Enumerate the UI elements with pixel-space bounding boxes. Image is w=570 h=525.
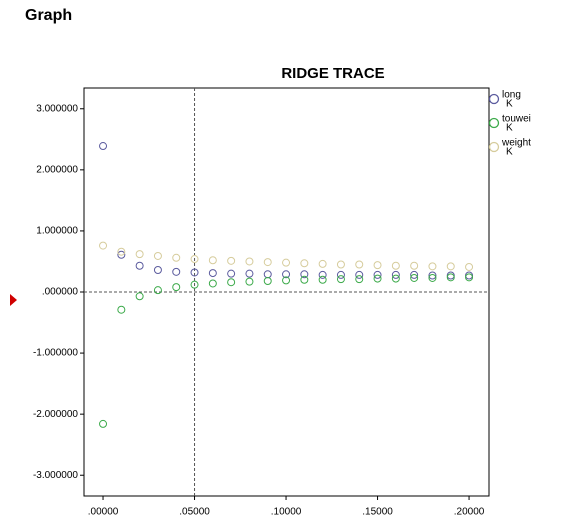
point — [446, 273, 455, 282]
point — [465, 262, 474, 271]
point — [336, 275, 345, 284]
point — [428, 262, 437, 271]
point — [428, 273, 437, 282]
point — [373, 270, 382, 279]
legend-note: K — [506, 147, 513, 158]
point — [117, 247, 126, 256]
legend-note: K — [506, 99, 513, 110]
point — [410, 273, 419, 282]
point — [300, 275, 309, 284]
point — [208, 256, 217, 265]
point — [282, 276, 291, 285]
legend-marker — [488, 117, 500, 129]
point — [410, 270, 419, 279]
point — [172, 253, 181, 262]
point — [263, 258, 272, 267]
point — [99, 142, 108, 151]
legend-note: K — [506, 123, 513, 134]
point — [373, 261, 382, 270]
point — [245, 269, 254, 278]
y-tick-label: -2.000000 — [33, 409, 78, 420]
point — [208, 269, 217, 278]
legend-label: long — [502, 90, 521, 101]
point — [355, 260, 364, 269]
point — [465, 273, 474, 282]
point — [227, 278, 236, 287]
point — [391, 274, 400, 283]
point — [190, 280, 199, 289]
point — [172, 267, 181, 276]
point — [355, 275, 364, 284]
legend-marker — [488, 93, 500, 105]
point — [391, 261, 400, 270]
point — [318, 259, 327, 268]
point — [410, 261, 419, 270]
point — [190, 255, 199, 264]
point — [318, 275, 327, 284]
x-tick-label: .15000 — [362, 507, 393, 518]
point — [300, 259, 309, 268]
point — [391, 270, 400, 279]
point — [245, 277, 254, 286]
point — [99, 241, 108, 250]
point — [153, 266, 162, 275]
point — [135, 292, 144, 301]
point — [99, 419, 108, 428]
point — [263, 277, 272, 286]
point — [355, 270, 364, 279]
point — [190, 268, 199, 277]
point — [300, 270, 309, 279]
row-marker — [10, 294, 17, 306]
point — [282, 258, 291, 267]
y-tick-label: 1.000000 — [36, 226, 78, 237]
chart-title: RIDGE TRACE — [281, 65, 384, 82]
x-tick-label: .00000 — [88, 507, 119, 518]
x-tick-label: .20000 — [454, 507, 485, 518]
page-title: Graph — [25, 7, 72, 24]
y-tick-label: -3.000000 — [33, 470, 78, 481]
legend-marker — [488, 141, 500, 153]
y-tick-label: .000000 — [42, 287, 79, 298]
point — [245, 257, 254, 266]
point — [117, 305, 126, 314]
point — [208, 279, 217, 288]
point — [336, 270, 345, 279]
legend-label: weight — [501, 138, 531, 149]
y-tick-label: 2.000000 — [36, 164, 78, 175]
point — [135, 261, 144, 270]
point — [172, 283, 181, 292]
point — [282, 270, 291, 279]
y-tick-label: -1.000000 — [33, 348, 78, 359]
point — [446, 262, 455, 271]
point — [153, 286, 162, 295]
legend-label: touwei — [502, 114, 531, 125]
point — [135, 250, 144, 259]
point — [318, 270, 327, 279]
x-tick-label: .05000 — [179, 507, 210, 518]
y-tick-label: 3.000000 — [36, 103, 78, 114]
point — [117, 250, 126, 259]
point — [227, 256, 236, 265]
x-tick-label: .10000 — [271, 507, 302, 518]
point — [428, 271, 437, 280]
point — [227, 269, 236, 278]
point — [373, 274, 382, 283]
point — [336, 260, 345, 269]
point — [153, 251, 162, 260]
